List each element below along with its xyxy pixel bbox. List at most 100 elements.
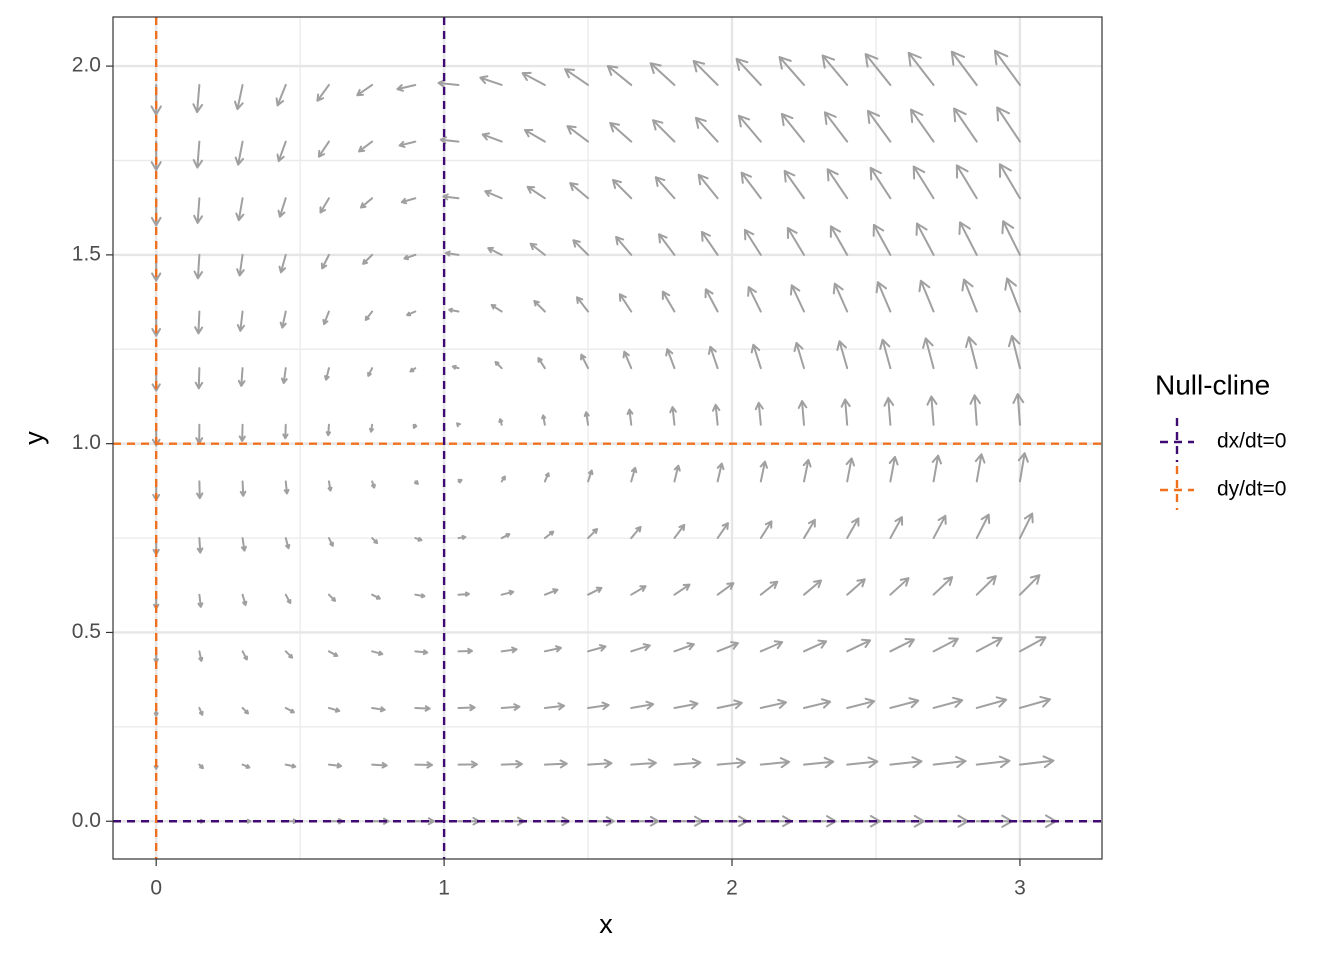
arrow xyxy=(543,472,550,483)
arrow xyxy=(915,222,935,256)
arrow xyxy=(673,523,686,540)
arrow xyxy=(412,423,418,429)
arrow xyxy=(457,647,473,655)
arrow xyxy=(932,576,954,596)
arrow xyxy=(803,756,835,769)
arrow xyxy=(737,114,762,143)
arrow xyxy=(451,364,460,370)
legend-title: Null-cline xyxy=(1155,369,1270,400)
arrow xyxy=(711,403,721,426)
arrow xyxy=(494,360,503,370)
arrow xyxy=(622,350,633,370)
arrow xyxy=(197,593,204,608)
arrow xyxy=(587,644,607,653)
arrow xyxy=(193,197,204,224)
arrow xyxy=(836,340,849,370)
arrow xyxy=(883,396,895,426)
arrow xyxy=(652,119,676,143)
arrow xyxy=(456,422,461,428)
arrow xyxy=(704,288,719,313)
arrow xyxy=(649,62,676,86)
arrow xyxy=(826,168,849,200)
arrow xyxy=(606,65,633,86)
arrow xyxy=(533,299,546,313)
arrow xyxy=(918,279,935,313)
arrow xyxy=(823,111,849,143)
arrow xyxy=(998,163,1021,200)
arrow xyxy=(759,757,791,769)
arrow xyxy=(241,763,251,769)
arrow xyxy=(403,253,417,261)
arrow xyxy=(931,454,942,483)
arrow xyxy=(665,348,676,370)
arrow xyxy=(457,534,467,540)
arrow xyxy=(993,49,1021,86)
arrow xyxy=(371,537,379,545)
y-tick-label: 1.0 xyxy=(72,431,101,454)
arrow xyxy=(371,706,386,713)
arrow xyxy=(370,480,376,489)
arrow xyxy=(324,367,330,381)
arrow xyxy=(498,418,504,426)
arrow xyxy=(541,414,547,426)
legend-label: dy/dt=0 xyxy=(1217,478,1286,501)
arrow xyxy=(615,235,633,256)
arrow xyxy=(327,593,337,602)
arrow xyxy=(284,706,295,714)
arrow xyxy=(587,758,613,769)
arrow xyxy=(630,525,642,540)
arrow xyxy=(803,698,832,709)
arrow xyxy=(283,480,290,495)
arrow xyxy=(327,762,343,769)
arrow xyxy=(587,586,603,596)
arrow xyxy=(587,528,599,540)
arrow xyxy=(735,57,762,86)
arrow xyxy=(907,51,935,86)
axes: 0 1 2 3 0.0 0.5 1.0 1.5 2.0 xyxy=(72,54,1026,900)
arrow xyxy=(413,480,419,485)
arrow xyxy=(196,480,204,500)
arrow xyxy=(437,79,460,88)
arrow xyxy=(240,537,247,552)
arrow xyxy=(872,223,892,256)
arrow xyxy=(1018,574,1041,596)
arrow xyxy=(414,649,429,656)
arrow xyxy=(743,228,762,256)
arrow xyxy=(889,577,910,596)
arrow xyxy=(922,337,935,370)
arrow xyxy=(396,83,417,92)
arrow xyxy=(235,197,245,222)
arrows xyxy=(150,49,1057,829)
arrow xyxy=(198,706,204,716)
arrow xyxy=(1004,277,1021,313)
arrow xyxy=(950,50,978,86)
arrow xyxy=(888,455,899,483)
arrow xyxy=(846,517,860,540)
arrow xyxy=(673,464,681,483)
arrow xyxy=(821,54,849,86)
arrow xyxy=(953,107,978,143)
arrow xyxy=(955,164,978,200)
legend-label: dx/dt=0 xyxy=(1217,430,1286,453)
arrow xyxy=(400,197,417,205)
arrow xyxy=(537,357,546,370)
arrow xyxy=(958,221,978,256)
arrow xyxy=(716,522,729,540)
arrow xyxy=(846,578,866,596)
arrow xyxy=(658,233,676,256)
arrow xyxy=(869,166,892,200)
arrow xyxy=(1018,695,1052,709)
arrow xyxy=(316,83,330,102)
arrow xyxy=(194,310,204,335)
arrow xyxy=(362,253,374,265)
arrow xyxy=(786,226,806,256)
arrow xyxy=(797,400,808,426)
arrow xyxy=(367,367,374,377)
arrow xyxy=(759,460,768,483)
arrow xyxy=(327,537,334,547)
arrow xyxy=(487,246,503,256)
arrow xyxy=(500,759,523,769)
arrow xyxy=(716,699,743,710)
arrow xyxy=(961,278,978,313)
